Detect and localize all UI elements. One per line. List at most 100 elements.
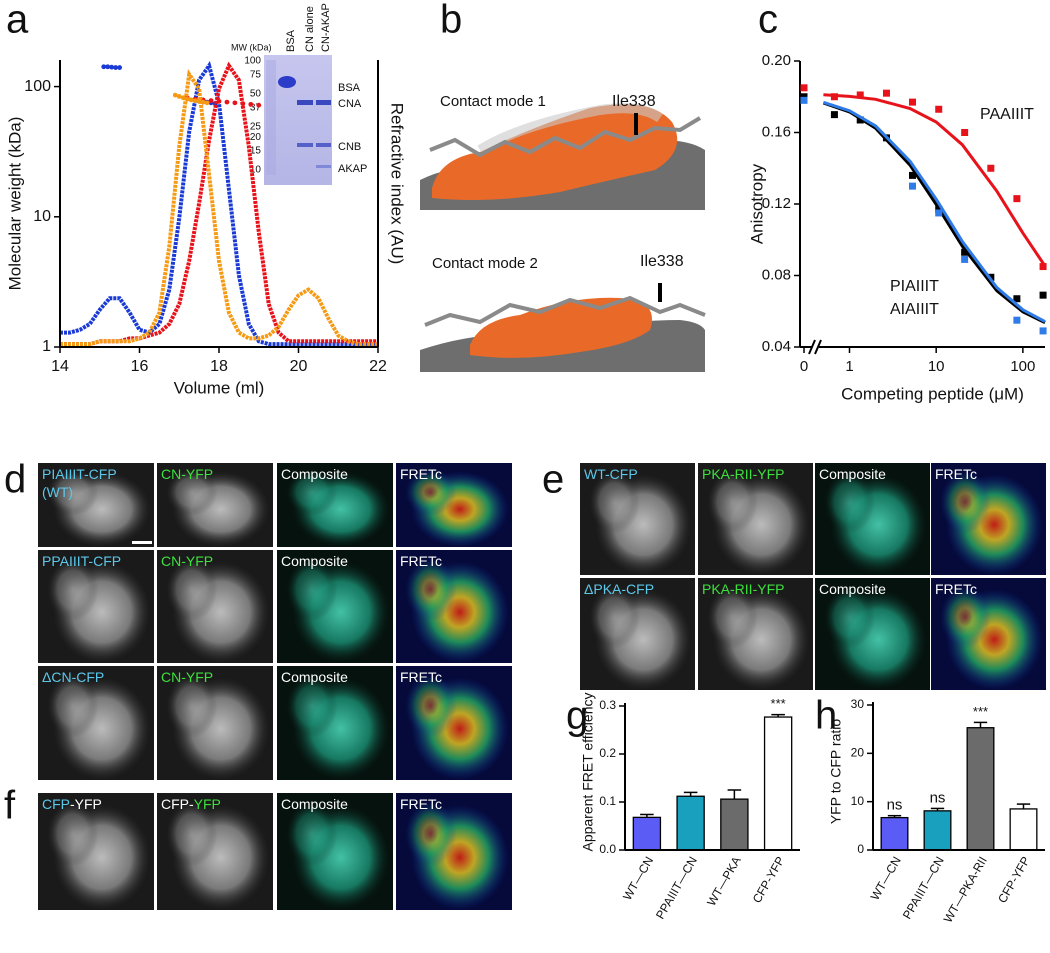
residue-label: Ile338 bbox=[640, 253, 684, 270]
data-point bbox=[987, 164, 995, 172]
lane-label: BSA bbox=[285, 29, 297, 52]
mw-point bbox=[232, 100, 238, 106]
cell-signal bbox=[589, 470, 640, 534]
x-tick-label: WT—CN bbox=[620, 854, 656, 903]
y-tick-label: 100 bbox=[24, 78, 51, 95]
data-point bbox=[1039, 263, 1047, 271]
image-label: Composite bbox=[281, 553, 348, 569]
image-label: CN-YFP bbox=[161, 466, 213, 482]
bar bbox=[763, 716, 793, 851]
image-label: Composite bbox=[281, 669, 348, 685]
image-label: FRETc bbox=[400, 796, 442, 812]
significance: *** bbox=[973, 704, 988, 719]
band-label: CNA bbox=[338, 98, 362, 110]
cell-signal bbox=[286, 468, 338, 516]
y-tick-label: 0.12 bbox=[762, 195, 791, 212]
image-label: CFP-YFP bbox=[42, 796, 102, 812]
mw-point bbox=[204, 100, 210, 106]
error-bar bbox=[683, 791, 698, 797]
ladder-label: 25 bbox=[250, 121, 262, 132]
y-tick-label: 30 bbox=[851, 697, 865, 711]
cell-signal bbox=[166, 673, 218, 738]
ri-curve bbox=[60, 69, 378, 347]
x-tick-label: 18 bbox=[210, 358, 228, 375]
panel-label: c bbox=[758, 0, 778, 42]
mw-point bbox=[180, 95, 186, 101]
mw-point bbox=[248, 101, 254, 107]
panel-label: e bbox=[542, 458, 564, 502]
x-tick-label: 14 bbox=[51, 358, 69, 375]
image-label: FRETc bbox=[935, 581, 977, 597]
image-label: PIAIIIT-CFP bbox=[42, 466, 117, 482]
y-tick-label: 0.1 bbox=[599, 794, 616, 808]
image-label: FRETc bbox=[935, 466, 977, 482]
label-part: FRETc bbox=[935, 581, 977, 597]
mw-point bbox=[101, 64, 107, 70]
label-part: FRETc bbox=[935, 466, 977, 482]
error-bar bbox=[640, 813, 654, 818]
gel-title: MW (kDa) bbox=[231, 42, 272, 52]
data-point bbox=[908, 98, 916, 106]
x-axis-label: Volume (ml) bbox=[174, 378, 265, 397]
mw-point bbox=[240, 101, 246, 107]
bar bbox=[1009, 808, 1038, 851]
image-label: Composite bbox=[281, 466, 348, 482]
image-label: FRETc bbox=[400, 553, 442, 569]
x-tick-label: 20 bbox=[290, 358, 308, 375]
mw-point bbox=[256, 102, 262, 108]
label-part: PKA-RII-YFP bbox=[702, 466, 784, 482]
cell-signal bbox=[47, 557, 99, 622]
fit-curve bbox=[822, 100, 1046, 323]
label-part: PKA-RII-YFP bbox=[702, 581, 784, 597]
mw-point bbox=[188, 97, 194, 103]
data-point bbox=[1013, 195, 1021, 203]
x-tick-label: PPAIIIT—CN bbox=[653, 854, 700, 921]
cell-signal bbox=[405, 557, 457, 622]
y-axis-label: Molecular weight (kDa) bbox=[5, 117, 24, 291]
label-part: Composite bbox=[819, 466, 886, 482]
label-part: Composite bbox=[281, 669, 348, 685]
x-tick-label: WT—PKA bbox=[704, 854, 743, 908]
cell-signal bbox=[47, 673, 99, 738]
mw-point bbox=[200, 99, 206, 105]
band-label: BSA bbox=[338, 82, 361, 94]
scale-bar bbox=[132, 541, 152, 544]
y-axis-label: Anisotropy bbox=[747, 163, 766, 244]
y-tick-label: 1 bbox=[42, 338, 51, 355]
ladder-label: 10 bbox=[250, 165, 262, 176]
data-point bbox=[935, 105, 943, 113]
y-tick-label: 0.0 bbox=[599, 842, 616, 856]
y-tick-label: 10 bbox=[851, 794, 865, 808]
data-point bbox=[1013, 316, 1021, 324]
x-tick-label: 0 bbox=[800, 358, 808, 375]
panel-label: h bbox=[815, 694, 837, 738]
lane-label: CN alone bbox=[304, 6, 316, 52]
cell-signal bbox=[405, 673, 457, 738]
image-label: Composite bbox=[819, 581, 886, 597]
data-point bbox=[856, 116, 864, 124]
axis-break bbox=[814, 339, 822, 355]
cell-signal bbox=[166, 557, 218, 622]
x-tick-label: 16 bbox=[131, 358, 149, 375]
content: a b c d e f g h Contact mode 1 Contact mode 2 Ile3… bbox=[4, 0, 1047, 925]
x-axis-label: Competing peptide (μM) bbox=[841, 384, 1024, 403]
cell-signal bbox=[47, 468, 99, 516]
data-point bbox=[830, 93, 838, 101]
cell-signal bbox=[824, 470, 875, 534]
cell-signal bbox=[940, 470, 991, 534]
mw-point bbox=[172, 92, 178, 98]
mw-point bbox=[208, 98, 214, 104]
y-tick-label: 0.04 bbox=[762, 338, 791, 355]
cell-signal bbox=[707, 585, 758, 649]
ladder-label: 50 bbox=[250, 88, 262, 99]
image-label: CN-YFP bbox=[161, 553, 213, 569]
cell-signal bbox=[166, 801, 218, 867]
label-part: FRETc bbox=[400, 669, 442, 685]
label-part: ΔCN-CFP bbox=[42, 669, 104, 685]
image-label: (WT) bbox=[42, 484, 73, 500]
x-tick-label: 10 bbox=[928, 358, 945, 375]
error-bar bbox=[771, 713, 785, 718]
ladder-label: 15 bbox=[250, 145, 262, 156]
